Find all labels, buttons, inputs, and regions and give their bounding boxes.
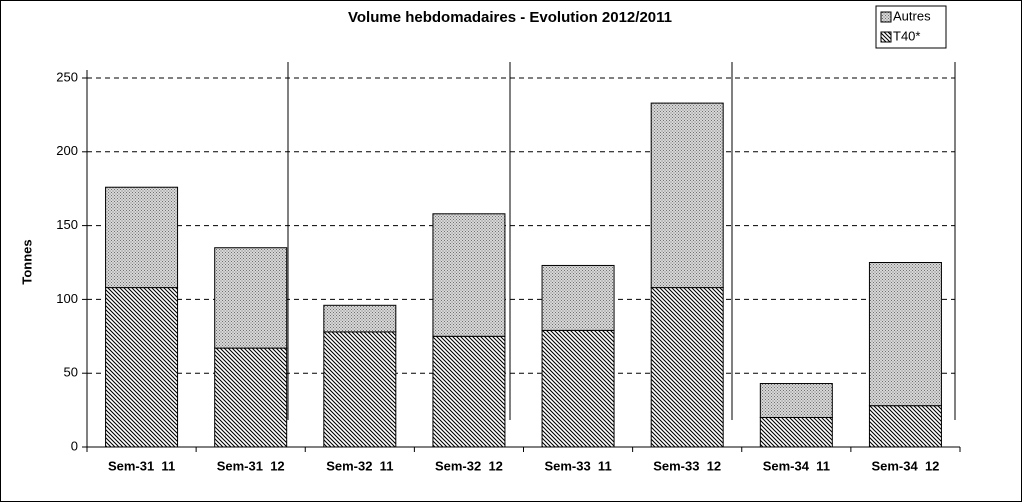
y-tick-label: 50: [64, 365, 78, 380]
y-tick-label: 250: [56, 69, 78, 84]
bar-segment: [868, 262, 942, 407]
x-tick-label: Sem-32 12: [435, 458, 503, 473]
x-tick-label: Sem-32 11: [326, 458, 393, 473]
chart-title: Volume hebdomadaires - Evolution 2012/20…: [348, 9, 672, 26]
x-tick-label: Sem-33 12: [653, 458, 721, 473]
bar-segment: [432, 213, 506, 337]
x-tick-label: Sem-34 11: [763, 458, 830, 473]
legend-label: Autres: [893, 8, 931, 23]
bar-segment: [214, 247, 288, 349]
x-tick-label: Sem-34 12: [871, 458, 939, 473]
x-tick-label: Sem-31 12: [217, 458, 285, 473]
bar-segment: [759, 416, 833, 448]
group-separators: [287, 62, 956, 420]
bar-segment: [541, 264, 615, 331]
bar-segment: [650, 287, 724, 448]
bar-segment: [323, 304, 397, 333]
bar-segment: [868, 405, 942, 448]
legend-swatch: [880, 11, 892, 23]
x-tick-label: Sem-33 11: [544, 458, 611, 473]
y-axis-label: Tonnes: [19, 239, 34, 284]
legend-label: T40*: [893, 28, 920, 43]
y-tick-label: 150: [56, 217, 78, 232]
bar-segment: [541, 329, 615, 448]
bar-segment: [759, 383, 833, 418]
bar-segment: [214, 347, 288, 448]
bar-segment: [432, 335, 506, 448]
y-tick-label: 100: [56, 291, 78, 306]
bar-segment: [323, 331, 397, 448]
x-tick-label: Sem-31 11: [108, 458, 175, 473]
y-tick-label: 200: [56, 143, 78, 158]
legend-swatch: [880, 31, 892, 43]
bar-segment: [105, 186, 179, 289]
bar-segment: [105, 287, 179, 448]
bar-segment: [650, 102, 724, 289]
y-tick-label: 0: [71, 438, 78, 453]
